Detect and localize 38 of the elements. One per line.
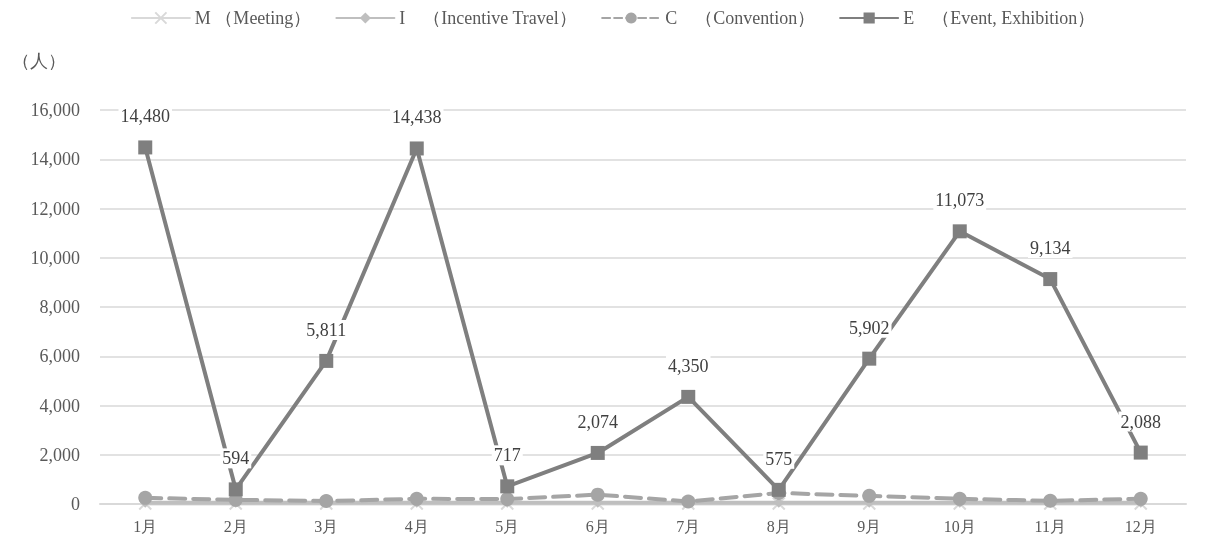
x-tick-label: 11月 <box>1034 517 1066 535</box>
x-tick-label: 6月 <box>585 517 610 535</box>
x-tick-label: 12月 <box>1124 517 1157 535</box>
y-tick-label: 4,000 <box>39 395 80 416</box>
x-tick-label: 2月 <box>223 517 248 535</box>
y-tick-label: 2,000 <box>39 444 80 465</box>
y-tick-label: 12,000 <box>30 198 80 219</box>
x-tick-label: 10月 <box>943 517 976 535</box>
data-label: 5,811 <box>306 319 347 340</box>
x-tick-label: 7月 <box>676 517 701 535</box>
y-tick-label: 14,000 <box>30 149 80 170</box>
legend-label: I （Incentive Travel） <box>399 8 577 28</box>
data-label: 594 <box>222 448 250 469</box>
data-label: 717 <box>493 445 521 466</box>
data-label: 575 <box>765 448 793 469</box>
y-tick-label: 16,000 <box>30 100 80 120</box>
y-tick-label: 6,000 <box>39 346 80 367</box>
legend-label: E （Event, Exhibition） <box>903 8 1096 28</box>
x-tick-label: 3月 <box>314 517 339 535</box>
x-tick-label: 1月 <box>133 517 158 535</box>
data-label: 4,350 <box>668 355 709 376</box>
y-tick-label: 0 <box>71 494 80 514</box>
y-axis-title: （人） <box>12 51 66 71</box>
data-label: 2,088 <box>1120 411 1161 432</box>
x-tick-label: 5月 <box>495 517 520 535</box>
y-tick-label: 10,000 <box>30 247 80 268</box>
x-tick-label: 9月 <box>857 517 882 535</box>
data-label: 2,074 <box>577 411 618 432</box>
y-tick-label: 8,000 <box>39 297 80 317</box>
data-label: 5,902 <box>849 317 890 338</box>
data-label: 9,134 <box>1030 238 1071 259</box>
data-label: 14,438 <box>392 107 442 128</box>
legend-label: M （Meeting） <box>194 8 312 28</box>
x-tick-label: 8月 <box>766 517 791 535</box>
data-label: 11,073 <box>935 190 985 211</box>
x-tick-label: 4月 <box>404 517 429 535</box>
data-label: 14,480 <box>120 106 170 127</box>
legend-label: C （Convention） <box>665 8 816 28</box>
